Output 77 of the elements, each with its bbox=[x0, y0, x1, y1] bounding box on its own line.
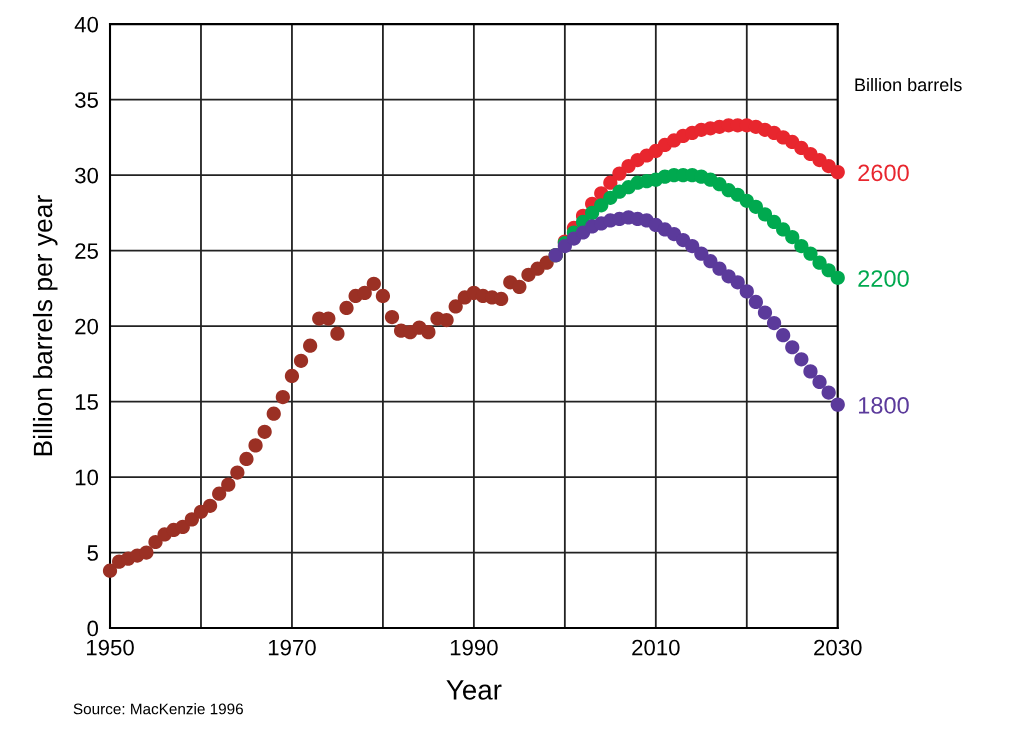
point bbox=[330, 326, 345, 341]
point bbox=[512, 279, 527, 294]
y-tick-label: 20 bbox=[75, 318, 99, 335]
point bbox=[821, 263, 836, 278]
point bbox=[175, 519, 190, 535]
point bbox=[748, 294, 763, 310]
point bbox=[776, 328, 791, 343]
point bbox=[766, 214, 782, 230]
y-tick-label: 5 bbox=[87, 545, 98, 561]
point bbox=[803, 364, 818, 379]
point bbox=[448, 299, 463, 314]
point bbox=[257, 424, 272, 439]
source-note: Source: MacKenzie 1996 bbox=[73, 703, 243, 715]
series-label: 1800 bbox=[859, 397, 909, 414]
point bbox=[785, 340, 800, 355]
point bbox=[384, 309, 400, 325]
x-axis-title: Year bbox=[446, 680, 502, 700]
point bbox=[148, 534, 163, 550]
point bbox=[275, 389, 290, 405]
y-tick-label: 10 bbox=[75, 469, 99, 486]
y-tick-label: 15 bbox=[75, 394, 98, 410]
point bbox=[830, 270, 845, 285]
x-tick-label: 1990 bbox=[450, 639, 498, 656]
point bbox=[794, 352, 809, 367]
point bbox=[812, 255, 827, 270]
point bbox=[803, 246, 818, 261]
point bbox=[812, 374, 827, 390]
x-tick-label: 1970 bbox=[268, 639, 316, 656]
y-tick-label: 25 bbox=[75, 243, 98, 259]
point bbox=[439, 312, 454, 328]
point bbox=[284, 368, 300, 384]
point bbox=[357, 285, 372, 301]
legend-title: Billion barrels bbox=[855, 77, 962, 92]
point bbox=[703, 254, 718, 269]
series-label: 2200 bbox=[858, 270, 909, 287]
y-tick-label: 35 bbox=[75, 92, 98, 108]
point bbox=[821, 385, 836, 400]
point bbox=[266, 406, 281, 421]
x-tick-label: 1950 bbox=[86, 639, 134, 656]
point bbox=[603, 175, 618, 190]
x-tick-label: 2030 bbox=[814, 639, 862, 656]
y-tick-label: 0 bbox=[87, 620, 99, 637]
y-tick-label: 40 bbox=[74, 16, 99, 33]
point bbox=[339, 300, 354, 316]
point bbox=[494, 291, 509, 307]
y-tick-label: 30 bbox=[75, 167, 99, 184]
point bbox=[293, 353, 309, 368]
x-tick-label: 2010 bbox=[632, 639, 680, 656]
point bbox=[785, 229, 800, 245]
point bbox=[139, 545, 154, 560]
point bbox=[202, 498, 218, 513]
point bbox=[230, 465, 245, 480]
point bbox=[212, 486, 227, 501]
point bbox=[730, 275, 745, 290]
point bbox=[594, 198, 609, 213]
point bbox=[366, 276, 381, 291]
point bbox=[776, 222, 791, 237]
point bbox=[830, 165, 845, 180]
series-label: 2600 bbox=[858, 164, 909, 182]
point bbox=[739, 284, 754, 299]
point bbox=[303, 338, 318, 353]
point bbox=[794, 238, 809, 254]
point bbox=[748, 199, 763, 214]
point bbox=[766, 315, 782, 331]
point bbox=[421, 325, 436, 340]
point bbox=[830, 397, 845, 412]
point bbox=[239, 451, 254, 467]
point bbox=[248, 438, 263, 453]
point bbox=[375, 288, 391, 304]
point bbox=[102, 563, 118, 578]
y-axis-title: Billion barrels per year bbox=[32, 195, 58, 456]
point bbox=[694, 246, 709, 261]
point bbox=[321, 311, 336, 326]
point bbox=[757, 305, 773, 320]
point bbox=[685, 238, 700, 254]
point bbox=[757, 207, 773, 222]
point bbox=[221, 477, 236, 492]
